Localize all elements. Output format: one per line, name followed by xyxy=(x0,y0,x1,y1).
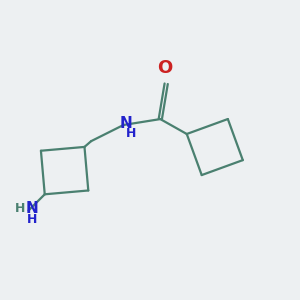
Text: O: O xyxy=(157,59,172,77)
Text: N: N xyxy=(26,201,39,216)
Text: N: N xyxy=(119,116,132,131)
Text: H: H xyxy=(27,213,38,226)
Text: H: H xyxy=(15,202,26,214)
Text: H: H xyxy=(126,127,136,140)
